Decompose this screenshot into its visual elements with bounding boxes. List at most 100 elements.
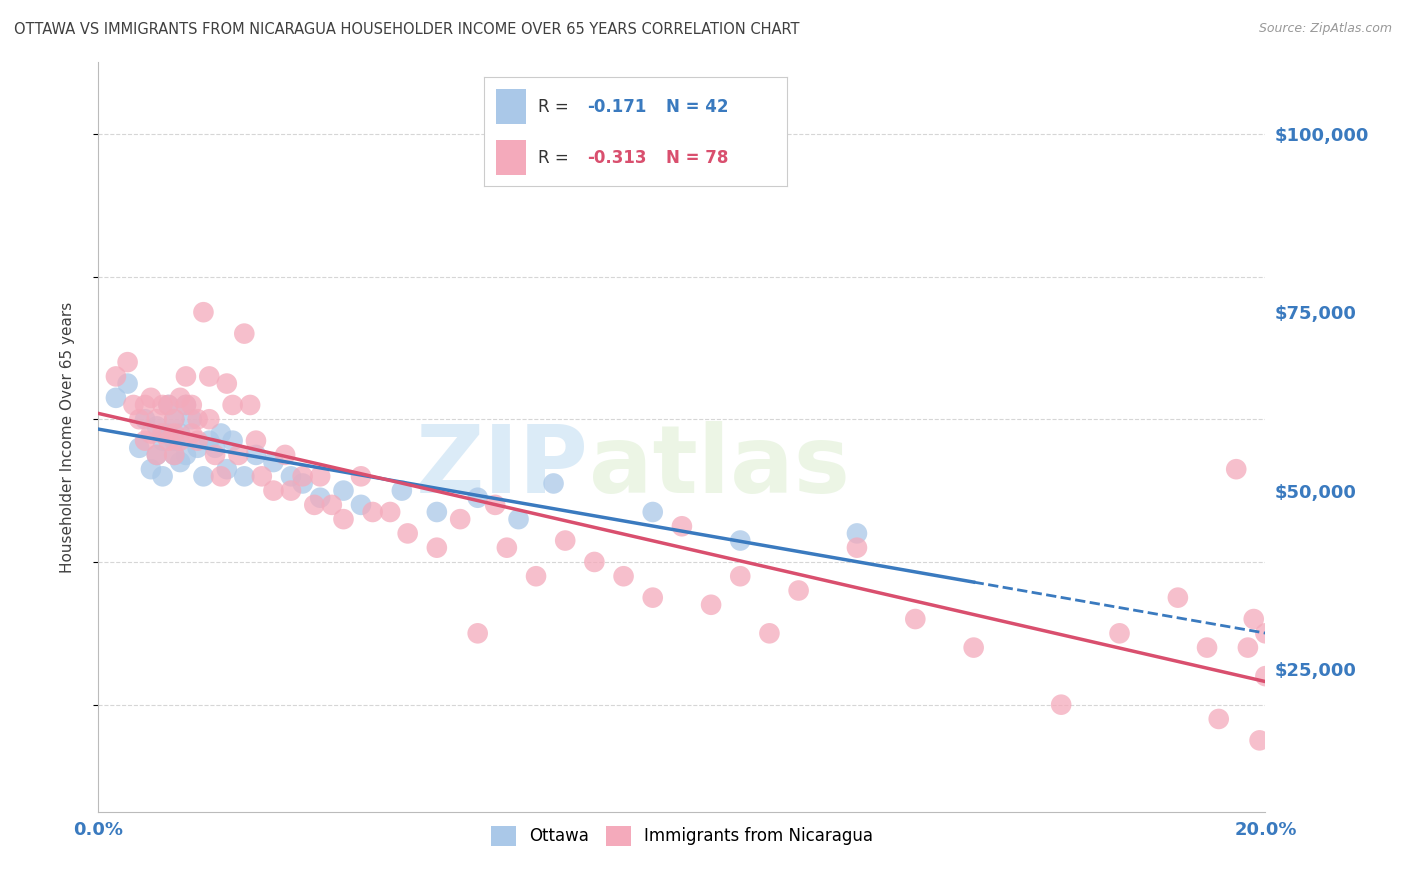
Point [641,505,664,519]
Point [730,569,752,583]
Point [169,426,191,441]
Point [146,448,169,462]
Point [1108,626,1130,640]
Point [187,434,209,448]
Point [157,398,180,412]
Point [291,469,314,483]
Point [612,569,634,583]
Point [187,412,209,426]
Point [117,376,139,391]
Point [122,398,145,412]
Point [262,483,284,498]
Point [467,626,489,640]
Point [250,469,273,483]
Point [391,483,413,498]
Text: Source: ZipAtlas.com: Source: ZipAtlas.com [1258,22,1392,36]
Point [321,498,343,512]
Point [139,462,162,476]
Point [554,533,576,548]
Point [146,412,169,426]
Point [396,526,419,541]
Point [1195,640,1218,655]
Point [758,626,780,640]
Point [1254,626,1277,640]
Point [169,391,191,405]
Point [291,476,314,491]
Point [233,469,256,483]
Point [198,412,221,426]
Point [1050,698,1073,712]
Point [174,398,197,412]
Point [1249,733,1271,747]
Point [146,448,169,462]
Point [163,412,186,426]
Point [209,469,232,483]
Point [174,448,197,462]
Point [128,412,150,426]
Point [163,426,186,441]
Point [508,512,530,526]
Point [180,426,202,441]
Point [1254,669,1277,683]
Point [117,355,139,369]
Point [209,426,232,441]
Point [543,476,565,491]
Point [361,505,384,519]
Point [350,469,373,483]
Text: atlas: atlas [589,421,849,513]
Point [583,555,606,569]
Point [280,483,302,498]
Point [730,533,752,548]
Point [174,398,197,412]
Point [157,426,180,441]
Point [215,376,238,391]
Text: OTTAWA VS IMMIGRANTS FROM NICARAGUA HOUSEHOLDER INCOME OVER 65 YEARS CORRELATION: OTTAWA VS IMMIGRANTS FROM NICARAGUA HOUS… [14,22,800,37]
Point [1208,712,1230,726]
Point [187,441,209,455]
Point [134,398,156,412]
Legend: Ottawa, Immigrants from Nicaragua: Ottawa, Immigrants from Nicaragua [481,815,883,855]
Point [152,469,174,483]
Point [163,412,186,426]
Point [134,412,156,426]
Point [221,434,243,448]
Point [245,448,267,462]
Point [128,441,150,455]
Point [134,434,156,448]
Point [233,326,256,341]
Point [169,434,191,448]
Point [152,434,174,448]
Point [671,519,693,533]
Point [309,469,332,483]
Point [846,526,869,541]
Point [426,541,449,555]
Point [245,434,267,448]
Point [163,448,186,462]
Point [496,541,519,555]
Point [198,434,221,448]
Point [846,541,869,555]
Point [239,398,262,412]
Point [180,398,202,412]
Point [467,491,489,505]
Point [157,434,180,448]
Point [787,583,810,598]
Point [1243,612,1265,626]
Point [641,591,664,605]
Point [221,398,243,412]
Point [193,305,215,319]
Point [215,462,238,476]
Point [204,448,226,462]
Point [180,412,202,426]
Point [332,483,354,498]
Point [204,441,226,455]
Point [280,469,302,483]
Point [449,512,471,526]
Point [163,448,186,462]
Point [139,391,162,405]
Point [524,569,547,583]
Point [169,455,191,469]
Point [426,505,449,519]
Point [304,498,326,512]
Point [332,512,354,526]
